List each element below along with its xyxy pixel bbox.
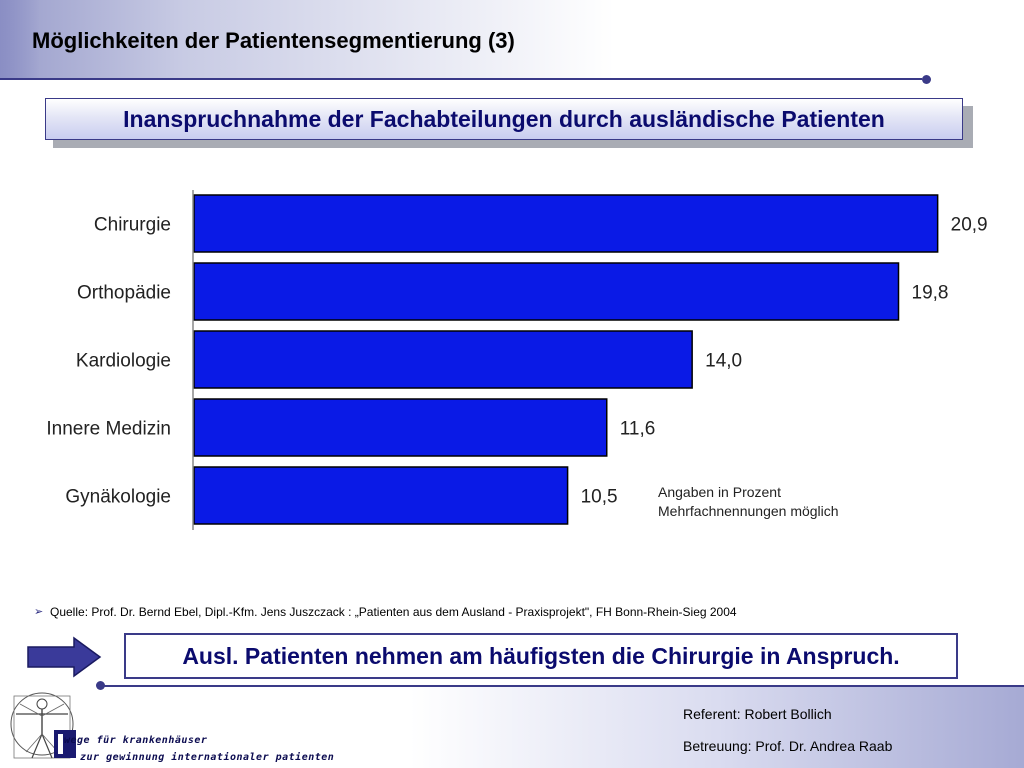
referent-label: Referent: Robert Bollich: [683, 706, 832, 722]
slide-title: Möglichkeiten der Patientensegmentierung…: [32, 28, 515, 53]
conclusion-box: Ausl. Patienten nehmen am häufigsten die…: [124, 633, 958, 679]
subtitle-box: Inanspruchnahme der Fachabteilungen durc…: [45, 98, 963, 140]
data-label: 10,5: [581, 487, 618, 508]
chart-bar: [193, 194, 939, 253]
logo-text-line1: wege für krankenhäuser: [64, 735, 208, 746]
bar-chart: Chirurgie 20,9 Orthopädie 19,8 Kardiologie 14…: [46, 190, 988, 530]
header-band: [0, 0, 1024, 80]
category-label: Chirurgie: [94, 215, 171, 236]
vitruvian-logo-icon: [10, 692, 76, 759]
right-arrow-icon: [27, 636, 102, 678]
chart-annotation: Mehrfachnennungen möglich: [658, 503, 839, 519]
chart-bar: [193, 330, 693, 389]
data-label: 20,9: [951, 215, 988, 236]
header-divider: [0, 78, 922, 80]
category-label: Gynäkologie: [65, 487, 171, 508]
data-label: 14,0: [705, 351, 742, 372]
chart-bar: [193, 398, 608, 457]
supervisor-label: Betreuung: Prof. Dr. Andrea Raab: [683, 738, 893, 754]
header-divider-dot: [922, 75, 931, 84]
category-label: Innere Medizin: [46, 419, 171, 440]
chart-bar: [193, 262, 900, 321]
source-note: Quelle: Prof. Dr. Bernd Ebel, Dipl.-Kfm.…: [50, 605, 737, 619]
conclusion-text: Ausl. Patienten nehmen am häufigsten die…: [182, 642, 900, 669]
category-label: Orthopädie: [77, 283, 171, 304]
logo-text-line2: zur gewinnung internationaler patienten: [80, 752, 335, 763]
category-label: Kardiologie: [76, 351, 171, 372]
chart-annotation: Angaben in Prozent: [658, 484, 781, 500]
data-label: 11,6: [620, 419, 656, 440]
bullet-arrow-icon: ➢: [34, 606, 44, 618]
chart-subtitle: Inanspruchnahme der Fachabteilungen durc…: [123, 105, 885, 132]
footer-divider-dot: [96, 681, 105, 690]
data-label: 19,8: [912, 283, 949, 304]
chart-bar: [193, 466, 569, 525]
footer-divider: [100, 685, 1024, 687]
footer-band: [0, 686, 1024, 768]
